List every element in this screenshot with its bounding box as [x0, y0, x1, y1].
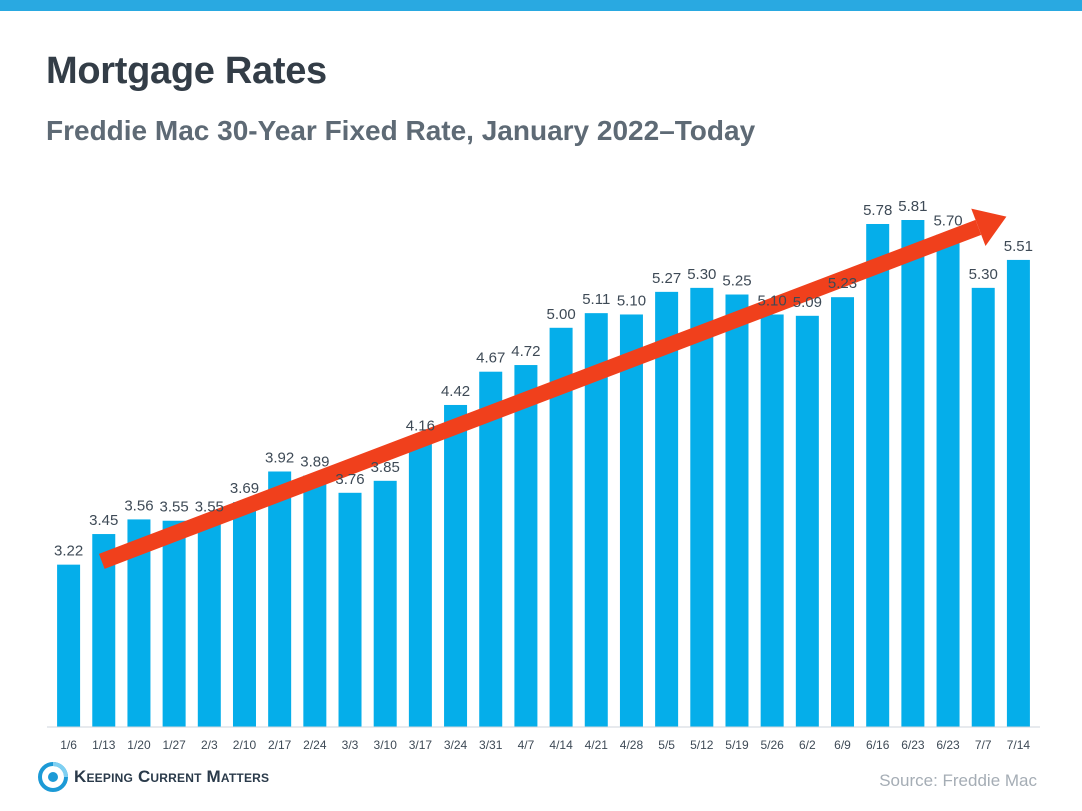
data-label: 5.30 [687, 266, 716, 283]
x-tick-label: 2/10 [233, 738, 257, 752]
bar [901, 220, 925, 727]
data-label: 3.69 [230, 480, 259, 497]
x-tick-label: 1/13 [92, 738, 116, 752]
data-label: 3.56 [124, 497, 153, 514]
kcm-logo-icon [38, 762, 68, 792]
x-tick-label: 1/20 [127, 738, 151, 752]
bar [549, 327, 573, 727]
bar [831, 297, 855, 727]
bar [338, 492, 362, 727]
x-tick-label: 5/19 [725, 738, 749, 752]
data-label: 5.51 [1004, 238, 1033, 255]
x-tick-label: 4/28 [620, 738, 644, 752]
x-tick-label: 2/17 [268, 738, 292, 752]
data-label: 3.85 [371, 459, 400, 476]
bar [971, 287, 995, 727]
top-accent-bar [0, 0, 1082, 11]
x-tick-label: 7/7 [975, 738, 992, 752]
x-tick-label: 6/23 [901, 738, 925, 752]
data-label: 5.27 [652, 270, 681, 287]
data-label: 4.16 [406, 418, 435, 435]
x-tick-label: 2/3 [201, 738, 218, 752]
data-label: 5.10 [617, 292, 646, 309]
x-tick-label: 4/7 [518, 738, 535, 752]
x-tick-label: 6/2 [799, 738, 816, 752]
x-tick-label: 6/16 [866, 738, 890, 752]
x-tick-label: 3/31 [479, 738, 503, 752]
data-label: 5.81 [898, 198, 927, 215]
x-tick-label-group: 1/6 1/13 1/20 1/27 2/3 2/10 2/17 2/24 3/3 3/10 3/1… [60, 738, 1030, 752]
bar [936, 234, 960, 727]
x-tick-label: 3/3 [342, 738, 359, 752]
data-label: 5.10 [758, 292, 787, 309]
data-label: 5.70 [933, 213, 962, 230]
bar [92, 534, 116, 727]
x-tick-label: 5/5 [658, 738, 675, 752]
bar [479, 371, 503, 727]
bar [162, 520, 186, 727]
bar [1006, 259, 1030, 727]
bar [127, 519, 151, 727]
bar [268, 471, 292, 727]
data-label: 5.30 [969, 266, 998, 283]
data-label: 4.42 [441, 383, 470, 400]
bar [584, 313, 608, 727]
data-label: 3.22 [54, 543, 83, 560]
bar [619, 314, 643, 727]
data-label: 4.67 [476, 350, 505, 367]
x-tick-label: 5/26 [760, 738, 784, 752]
data-label: 5.78 [863, 202, 892, 219]
data-label: 5.09 [793, 294, 822, 311]
bar [57, 564, 81, 727]
x-tick-label: 3/10 [374, 738, 398, 752]
source-note: Source: Freddie Mac [879, 771, 1037, 790]
bar [690, 287, 714, 727]
bar [795, 315, 819, 727]
bar [408, 439, 432, 727]
data-label: 3.55 [160, 499, 189, 516]
x-tick-label: 5/12 [690, 738, 714, 752]
trend-arrow-shaft [98, 219, 982, 569]
data-label: 5.25 [722, 273, 751, 290]
bar [373, 480, 397, 727]
data-label: 5.23 [828, 275, 857, 292]
x-tick-label: 1/6 [60, 738, 77, 752]
data-label-group: 3.22 3.45 3.56 3.55 3.55 3.69 3.92 3.89 3.76 3.85… [54, 198, 1033, 560]
data-label: 3.55 [195, 499, 224, 516]
bar [725, 294, 749, 727]
data-label: 4.72 [511, 343, 540, 360]
bar [232, 502, 256, 727]
x-tick-label: 4/14 [549, 738, 573, 752]
x-tick-label: 3/24 [444, 738, 468, 752]
trend-arrow-head [971, 208, 1007, 247]
bar [655, 291, 679, 727]
x-tick-label: 4/21 [585, 738, 609, 752]
bar [197, 520, 221, 727]
data-label: 5.11 [582, 291, 610, 308]
x-tick-label: 6/23 [936, 738, 960, 752]
brand-name: Keeping Current Matters [74, 767, 270, 786]
bar [303, 475, 327, 727]
data-label: 3.92 [265, 450, 294, 467]
x-tick-label: 3/17 [409, 738, 433, 752]
data-label: 3.45 [89, 512, 118, 529]
data-label: 3.76 [335, 471, 364, 488]
x-tick-label: 1/27 [162, 738, 186, 752]
data-label: 3.89 [300, 453, 329, 470]
x-tick-label: 6/9 [834, 738, 851, 752]
bar [866, 223, 890, 727]
bar [760, 314, 784, 727]
bar [444, 404, 468, 727]
x-tick-label: 7/14 [1007, 738, 1031, 752]
chart-subtitle: Freddie Mac 30-Year Fixed Rate, January … [46, 115, 756, 146]
data-label: 5.00 [546, 306, 575, 323]
bar [514, 365, 538, 727]
x-tick-label: 2/24 [303, 738, 327, 752]
brand-logo: Keeping Current Matters [38, 762, 269, 792]
bar-group [57, 220, 1030, 727]
chart-title: Mortgage Rates [46, 50, 327, 92]
trend-arrow [98, 208, 1007, 569]
